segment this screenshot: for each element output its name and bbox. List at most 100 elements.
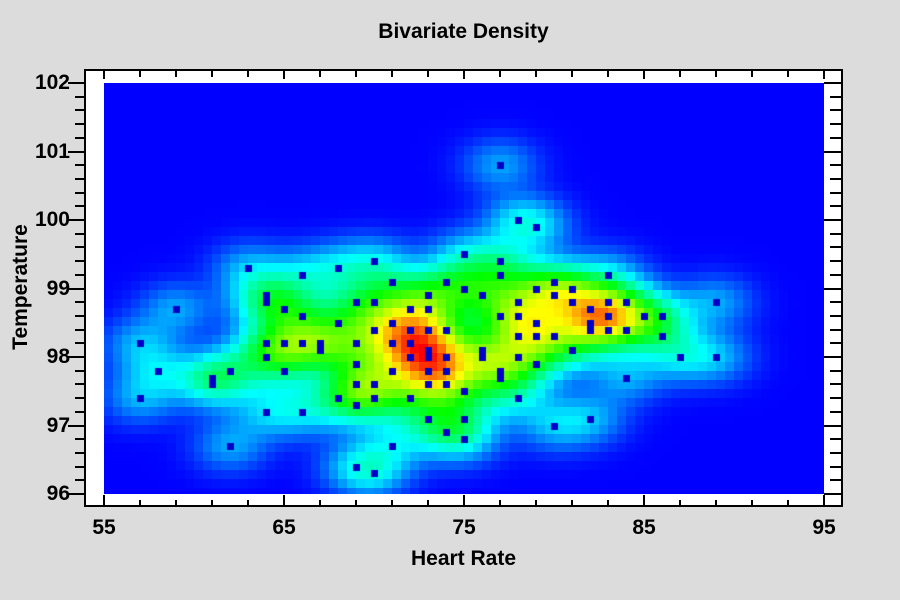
y-tick-label: 100 [34, 208, 70, 231]
x-major-tick-top [643, 71, 645, 79]
x-minor-tick-top [751, 71, 753, 77]
x-tick-label: 55 [92, 516, 116, 539]
y-tick-label: 98 [46, 345, 70, 368]
y-tick-label: 96 [46, 482, 70, 505]
chart-title: Bivariate Density [378, 20, 549, 43]
y-tick-label: 101 [34, 140, 70, 163]
y-minor-tick-right [830, 178, 841, 180]
x-major-tick [103, 495, 105, 505]
x-minor-tick-top [607, 71, 609, 77]
x-minor-tick-top [139, 71, 141, 77]
y-minor-tick [75, 274, 84, 276]
x-major-tick [283, 495, 285, 505]
y-minor-tick-right [830, 301, 841, 303]
x-minor-tick [607, 500, 609, 505]
y-minor-tick [75, 137, 84, 139]
x-minor-tick-top [715, 71, 717, 77]
y-minor-tick [75, 96, 84, 98]
x-minor-tick [679, 500, 681, 505]
y-major-tick-right [824, 288, 841, 290]
y-major-tick [68, 356, 84, 358]
y-minor-tick-right [830, 315, 841, 317]
y-major-tick-right [824, 356, 841, 358]
y-minor-tick [75, 466, 84, 468]
y-minor-tick [75, 192, 84, 194]
scatter-points-canvas [104, 83, 824, 494]
y-minor-tick-right [830, 205, 841, 207]
x-tick-label: 65 [272, 516, 296, 539]
x-minor-tick [175, 500, 177, 505]
y-minor-tick [75, 411, 84, 413]
y-minor-tick-right [830, 96, 841, 98]
x-minor-tick-top [499, 71, 501, 77]
y-minor-tick [75, 205, 84, 207]
y-tick-label: 102 [34, 71, 70, 94]
y-minor-tick-right [830, 466, 841, 468]
x-minor-tick-top [679, 71, 681, 77]
x-major-tick [823, 495, 825, 505]
y-minor-tick [75, 109, 84, 111]
y-minor-tick [75, 233, 84, 235]
x-minor-tick-top [787, 71, 789, 77]
y-minor-tick-right [830, 233, 841, 235]
y-minor-tick-right [830, 438, 841, 440]
x-minor-tick [319, 500, 321, 505]
y-minor-tick [75, 246, 84, 248]
y-minor-tick-right [830, 123, 841, 125]
x-minor-tick [571, 500, 573, 505]
y-minor-tick [75, 123, 84, 125]
y-minor-tick-right [830, 164, 841, 166]
y-major-tick-right [824, 151, 841, 153]
y-minor-tick-right [830, 411, 841, 413]
y-minor-tick [75, 178, 84, 180]
x-minor-tick-top [319, 71, 321, 77]
x-minor-tick-top [391, 71, 393, 77]
x-tick-label: 95 [812, 516, 836, 539]
x-minor-tick-top [427, 71, 429, 77]
y-major-tick [68, 425, 84, 427]
y-minor-tick-right [830, 452, 841, 454]
y-minor-tick-right [830, 397, 841, 399]
x-minor-tick [247, 500, 249, 505]
x-minor-tick [355, 500, 357, 505]
x-minor-tick-top [535, 71, 537, 77]
y-minor-tick [75, 438, 84, 440]
y-minor-tick-right [830, 342, 841, 344]
y-minor-tick-right [830, 479, 841, 481]
y-minor-tick [75, 329, 84, 331]
x-major-tick [463, 495, 465, 505]
x-major-tick-top [463, 71, 465, 79]
x-major-tick [643, 495, 645, 505]
x-minor-tick-top [247, 71, 249, 77]
y-minor-tick-right [830, 246, 841, 248]
y-major-tick [68, 493, 84, 495]
y-minor-tick-right [830, 109, 841, 111]
y-minor-tick [75, 315, 84, 317]
y-minor-tick [75, 452, 84, 454]
y-minor-tick-right [830, 192, 841, 194]
x-minor-tick [427, 500, 429, 505]
x-minor-tick [787, 500, 789, 505]
y-major-tick-right [824, 425, 841, 427]
y-tick-label: 97 [46, 414, 70, 437]
y-minor-tick [75, 260, 84, 262]
y-minor-tick-right [830, 383, 841, 385]
x-axis-title: Heart Rate [410, 547, 517, 570]
y-minor-tick [75, 370, 84, 372]
x-minor-tick-top [211, 71, 213, 77]
x-minor-tick [751, 500, 753, 505]
y-major-tick-right [824, 493, 841, 495]
x-tick-label: 85 [632, 516, 656, 539]
x-minor-tick [211, 500, 213, 505]
x-tick-label: 75 [452, 516, 476, 539]
x-major-tick-top [103, 71, 105, 79]
y-minor-tick-right [830, 137, 841, 139]
y-minor-tick [75, 301, 84, 303]
y-minor-tick [75, 479, 84, 481]
y-major-tick [68, 151, 84, 153]
y-minor-tick-right [830, 274, 841, 276]
y-minor-tick-right [830, 370, 841, 372]
y-minor-tick [75, 383, 84, 385]
x-minor-tick [535, 500, 537, 505]
